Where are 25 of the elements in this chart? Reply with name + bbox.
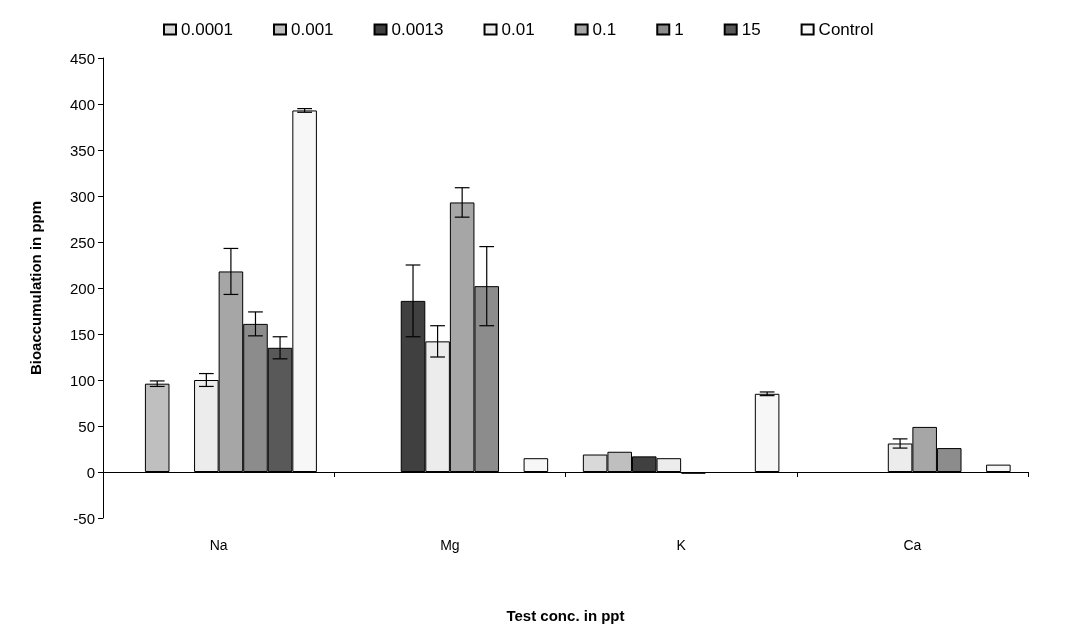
legend-label: 15 bbox=[741, 20, 761, 39]
y-tick-label: 250 bbox=[69, 233, 95, 251]
y-tick-label: 450 bbox=[69, 49, 95, 67]
y-tick-label: 200 bbox=[69, 279, 95, 297]
legend-label: Control bbox=[818, 20, 874, 39]
x-axis-title: Test conc. in ppt bbox=[506, 607, 625, 624]
x-tick-label: Mg bbox=[440, 537, 460, 553]
y-tick-label: 300 bbox=[69, 187, 95, 205]
x-tick-label: Na bbox=[209, 537, 228, 553]
legend-label: 0.001 bbox=[291, 20, 334, 39]
y-tick-label: -50 bbox=[73, 509, 95, 527]
legend-label: 0.01 bbox=[501, 20, 535, 39]
x-tick-label: Ca bbox=[903, 537, 922, 553]
y-tick-label: 100 bbox=[69, 371, 95, 389]
y-tick-label: 400 bbox=[69, 95, 95, 113]
legend-label: 0.0013 bbox=[391, 20, 444, 39]
y-tick-label: 350 bbox=[69, 141, 95, 159]
legend-label: 1 bbox=[674, 20, 684, 39]
y-tick-label: 150 bbox=[69, 325, 95, 343]
y-tick-label: 50 bbox=[78, 417, 95, 435]
x-tick-label: K bbox=[676, 537, 687, 553]
legend-label: 0.1 bbox=[592, 20, 617, 39]
legend-label: 0.0001 bbox=[181, 20, 233, 39]
y-tick-label: 0 bbox=[86, 463, 95, 481]
y-axis-title: Bioaccumulation in ppm bbox=[27, 200, 44, 376]
